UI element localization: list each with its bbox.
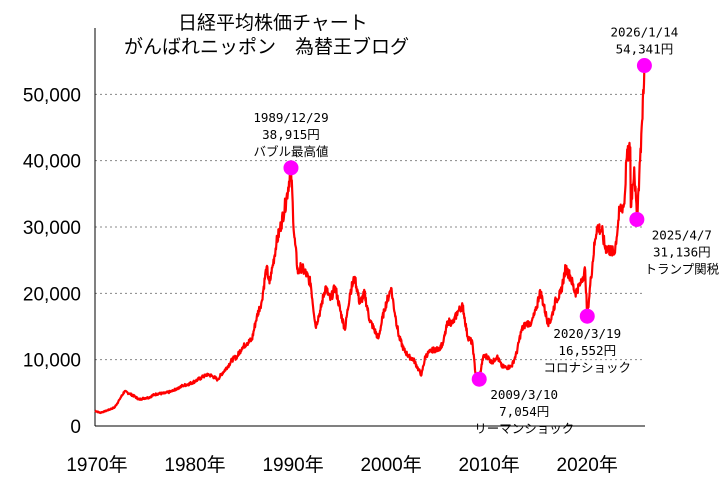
grid-lines	[95, 93, 645, 361]
x-tick-label: 1980年	[164, 454, 225, 476]
y-tick-label: 40,000	[23, 152, 81, 173]
chart-title: 日経平均株価チャート	[178, 12, 368, 34]
annotation-label: バブル最高値	[253, 144, 328, 159]
y-tick-label: 0	[70, 417, 81, 438]
nikkei-series-line	[94, 65, 646, 415]
x-tick-label: 1990年	[262, 454, 323, 476]
annotation-label: リーマンショック	[474, 421, 574, 436]
annotation-marker	[636, 58, 652, 74]
x-tick-label: 1970年	[66, 454, 127, 476]
x-tick-label: 2010年	[459, 454, 520, 476]
series-layer	[94, 65, 646, 415]
annotation-label: 1989/12/29	[253, 110, 328, 125]
annotation-label: 2026/1/14	[611, 25, 679, 40]
annotation-label: 31,136円	[653, 244, 711, 259]
x-tick-label: 2000年	[360, 454, 421, 476]
x-tick-label: 2020年	[557, 454, 618, 476]
annotation-label: 38,915円	[262, 127, 320, 142]
annotation-label: 2020/3/19	[553, 326, 621, 341]
y-tick-label: 50,000	[23, 85, 81, 106]
annotation-marker	[283, 160, 299, 176]
y-tick-label: 20,000	[23, 284, 81, 305]
y-tick-label: 30,000	[23, 218, 81, 239]
annotation-label: 7,054円	[499, 404, 549, 419]
annotation-label: トランプ関税	[645, 261, 720, 276]
annotation-label: 16,552円	[558, 343, 616, 358]
chart-subtitle: がんばれニッポン 為替王ブログ	[124, 36, 410, 58]
annotation-marker	[579, 308, 595, 324]
annotation-marker	[471, 371, 487, 387]
annotation-marker	[629, 211, 645, 227]
y-tick-label: 10,000	[23, 351, 81, 372]
annotation-label: 2025/4/7	[652, 227, 712, 242]
annotation-label: 2009/3/10	[490, 387, 558, 402]
annotation-label: コロナショック	[543, 360, 631, 375]
annotation-label: 54,341円	[616, 42, 674, 57]
axes	[94, 28, 645, 427]
tick-labels: 0 10,000 20,000 30,000 40,000 50,000 1970年 1980…	[23, 85, 618, 476]
annotation-markers	[283, 58, 652, 387]
